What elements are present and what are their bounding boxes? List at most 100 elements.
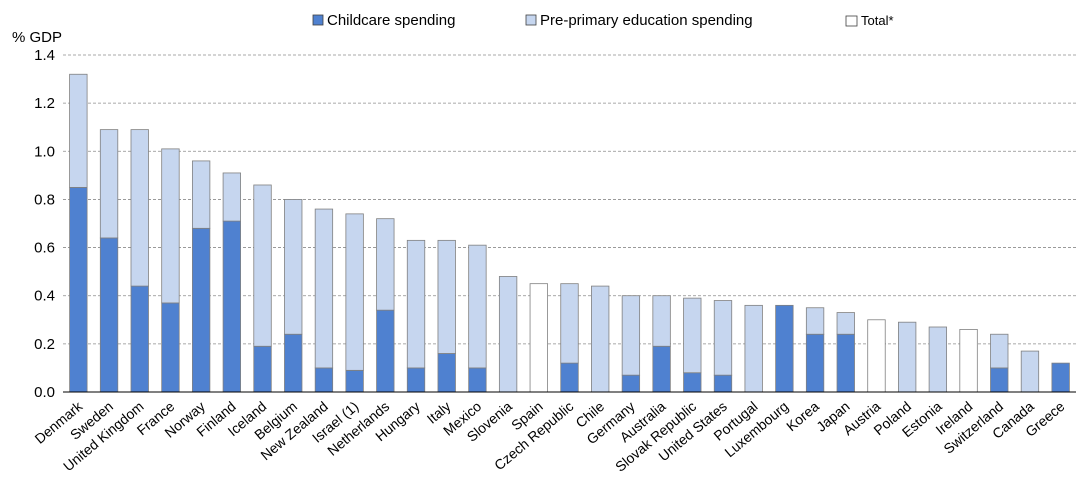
bar-preprimary <box>1020 350 1040 393</box>
bar-group <box>314 208 334 393</box>
bar-group <box>222 172 241 393</box>
legend-label-childcare: Childcare spending <box>327 12 455 29</box>
bar-preprimary <box>898 321 917 393</box>
bar-childcare <box>468 367 487 393</box>
bar-group <box>805 307 825 393</box>
bar-group <box>437 239 456 393</box>
bar-preprimary <box>683 297 702 374</box>
bar-group <box>99 129 119 393</box>
legend-swatch-preprimary <box>525 14 537 26</box>
bar-preprimary <box>314 208 334 369</box>
bar-group <box>376 218 395 393</box>
y-axis-unit-label: % GDP <box>12 29 62 46</box>
bar-group <box>867 319 886 393</box>
bar-preprimary <box>652 295 671 347</box>
bar-group <box>191 160 211 393</box>
bar-group <box>560 283 579 393</box>
bar-group <box>69 73 88 393</box>
bar-group <box>253 184 272 393</box>
bar-preprimary <box>437 239 456 354</box>
bar-group <box>744 304 763 393</box>
y-tick-label: 0.8 <box>34 191 55 208</box>
bar-preprimary <box>621 295 641 376</box>
bar-preprimary <box>191 160 211 229</box>
bar-preprimary <box>376 218 395 311</box>
bar-group <box>836 312 855 393</box>
bar-childcare <box>1051 362 1070 393</box>
legend-swatch-childcare <box>312 14 324 26</box>
y-tick-label: 1.2 <box>34 95 55 112</box>
bar-childcare <box>406 367 426 393</box>
y-axis-ticks: 0.0 0.2 0.4 0.6 0.8 1.0 1.2 1.4 <box>34 47 55 401</box>
bar-preprimary <box>560 283 579 364</box>
bar-childcare <box>253 345 272 393</box>
bar-group <box>928 326 948 393</box>
bar-preprimary <box>713 300 733 376</box>
bar-group <box>345 213 364 393</box>
bar-preprimary <box>591 285 610 393</box>
bar-group <box>959 329 978 393</box>
bar-childcare <box>314 367 334 393</box>
bar-group <box>406 239 426 393</box>
bar-childcare <box>713 374 733 393</box>
bar-group <box>990 333 1009 393</box>
y-tick-label: 1.4 <box>34 47 55 64</box>
bar-group <box>498 276 518 393</box>
bar-group <box>621 295 641 393</box>
bar-preprimary <box>69 73 88 188</box>
bar-childcare <box>161 302 180 393</box>
y-tick-label: 0.6 <box>34 240 55 257</box>
bar-preprimary <box>345 213 364 371</box>
bar-preprimary <box>836 312 855 335</box>
bar-childcare <box>621 374 641 393</box>
y-tick-label: 0.2 <box>34 336 55 353</box>
bar-childcare <box>99 237 119 393</box>
bar-childcare <box>652 345 671 393</box>
legend: Childcare spending Pre-primary education… <box>312 12 894 29</box>
bar-total <box>529 283 548 393</box>
bar-preprimary <box>222 172 241 222</box>
bar-total <box>959 329 978 393</box>
bar-childcare <box>284 333 303 393</box>
bar-group <box>652 295 671 393</box>
bar-preprimary <box>928 326 948 393</box>
y-tick-label: 1.0 <box>34 143 55 160</box>
x-tick-label: Korea <box>783 398 822 434</box>
bar-total <box>867 319 886 393</box>
bar-preprimary <box>744 304 763 393</box>
bar-preprimary <box>253 184 272 347</box>
bar-childcare <box>376 309 395 393</box>
bar-preprimary <box>99 129 119 239</box>
bar-group <box>591 285 610 393</box>
bar-group <box>1020 350 1040 393</box>
bar-childcare <box>437 353 456 393</box>
bar-preprimary <box>406 239 426 369</box>
bar-group <box>468 244 487 393</box>
bar-group <box>898 321 917 393</box>
bar-childcare <box>222 220 241 393</box>
bar-preprimary <box>805 307 825 335</box>
bars <box>69 73 1070 393</box>
bar-group <box>775 304 794 393</box>
bar-preprimary <box>284 199 303 335</box>
legend-label-preprimary: Pre-primary education spending <box>540 12 753 29</box>
bar-childcare <box>191 227 211 393</box>
bar-group <box>1051 362 1070 393</box>
legend-swatch-total <box>845 15 858 27</box>
bar-childcare <box>560 362 579 393</box>
bar-group <box>529 283 548 393</box>
bar-group <box>161 148 180 393</box>
bar-childcare <box>683 372 702 393</box>
bar-group <box>713 300 733 393</box>
bar-childcare <box>345 369 364 393</box>
bar-preprimary <box>990 333 1009 369</box>
bar-childcare <box>775 304 794 393</box>
bar-childcare <box>69 186 88 393</box>
bar-group <box>130 129 149 393</box>
bar-preprimary <box>498 276 518 393</box>
bar-childcare <box>836 333 855 393</box>
bar-preprimary <box>130 129 149 287</box>
y-tick-label: 0.0 <box>34 384 55 401</box>
